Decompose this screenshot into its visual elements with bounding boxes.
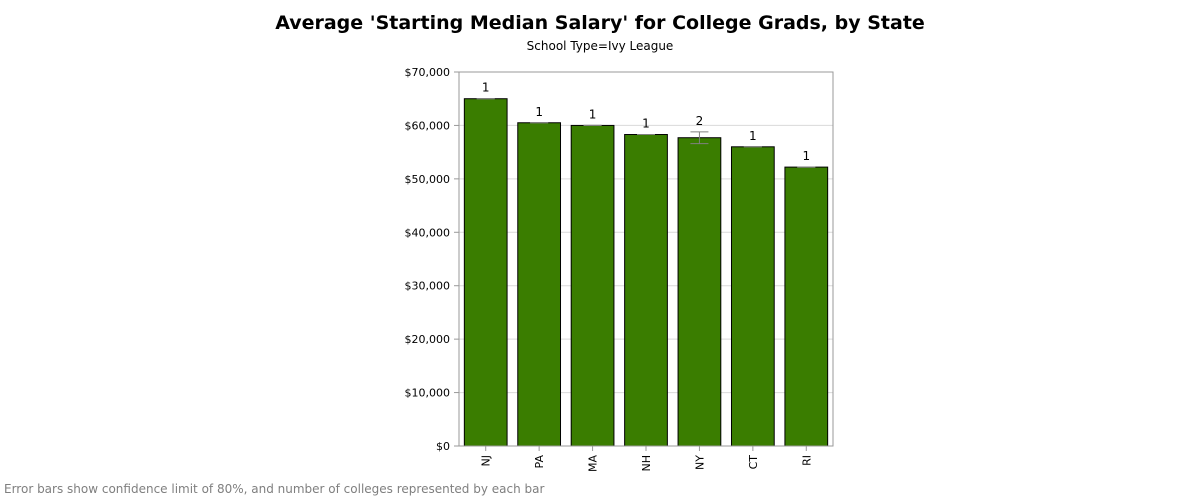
y-tick-label: $70,000 <box>405 66 451 79</box>
chart-subtitle: School Type=Ivy League <box>526 39 674 53</box>
bars <box>463 98 829 447</box>
count-label: 1 <box>589 107 597 121</box>
count-labels: 1 1 1 1 2 1 1 <box>482 81 810 163</box>
y-tick-label: $0 <box>436 440 450 453</box>
bar <box>517 122 562 447</box>
error-bars <box>476 98 816 168</box>
count-label: 1 <box>535 105 543 119</box>
bar <box>570 124 615 447</box>
y-tick-label: $10,000 <box>405 387 451 400</box>
count-label: 1 <box>482 81 490 95</box>
x-tick-label: PA <box>533 455 546 469</box>
count-label: 2 <box>696 114 704 128</box>
chart-title: Average 'Starting Median Salary' for Col… <box>275 12 925 34</box>
bar <box>624 134 668 447</box>
bar <box>730 146 775 447</box>
bar <box>677 137 722 447</box>
x-tick-label: RI <box>800 455 813 466</box>
footnote: Error bars show confidence limit of 80%,… <box>4 482 545 496</box>
y-tick-label: $40,000 <box>405 226 451 239</box>
bar <box>784 166 829 447</box>
y-tick-label: $20,000 <box>405 333 451 346</box>
x-tick-label: NH <box>640 455 653 472</box>
y-tick-label: $50,000 <box>405 173 451 186</box>
x-axis: NJ PA MA NH NY CT RI <box>480 446 813 472</box>
x-tick-label: CT <box>747 455 760 470</box>
y-tick-label: $30,000 <box>405 280 451 293</box>
x-tick-label: MA <box>587 455 600 472</box>
bar <box>463 98 508 447</box>
count-label: 1 <box>642 117 650 131</box>
y-axis: $0 $10,000 $20,000 $30,000 $40,000 $50,000 $60… <box>405 66 459 453</box>
x-tick-label: NY <box>693 455 706 470</box>
y-tick-label: $60,000 <box>405 119 451 132</box>
count-label: 1 <box>802 149 810 163</box>
count-label: 1 <box>749 129 757 143</box>
x-tick-label: NJ <box>480 455 493 466</box>
